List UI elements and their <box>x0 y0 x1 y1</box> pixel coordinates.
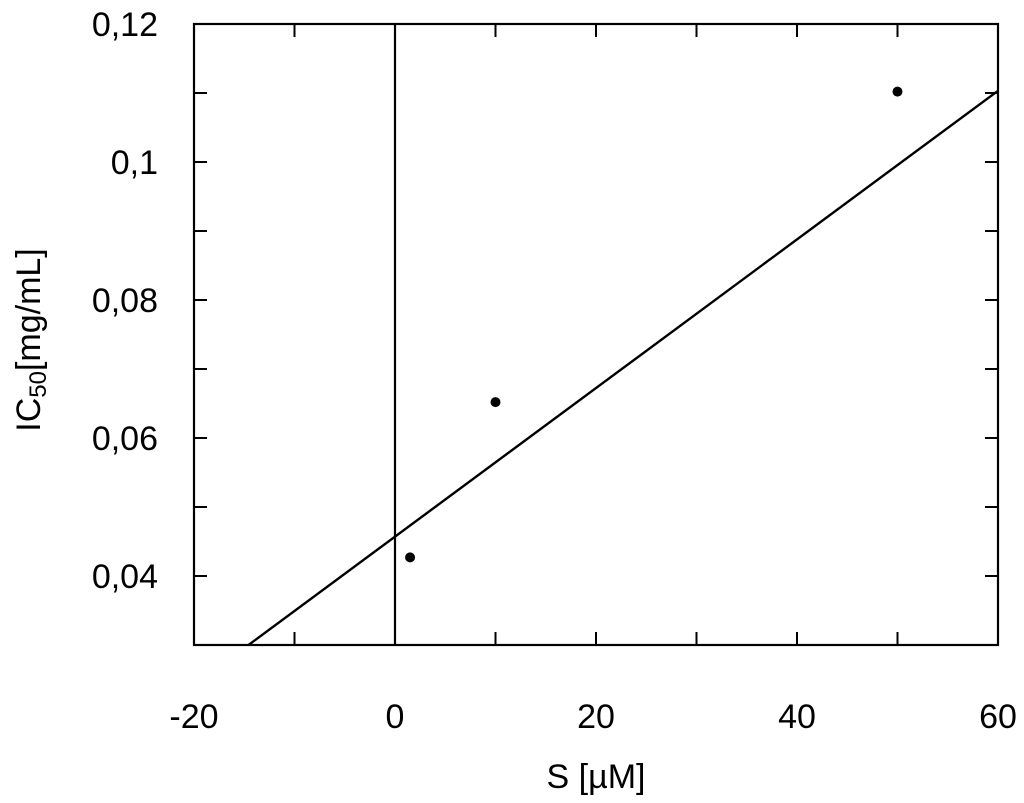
x-tick-labels: -20 0 20 40 60 <box>169 698 1016 736</box>
x-tick-label: 40 <box>778 698 816 736</box>
y-axis-title-subscript: 50 <box>25 371 52 398</box>
fit-line <box>247 89 999 646</box>
y-tick-label: 0,04 <box>92 558 158 596</box>
data-point <box>405 552 416 563</box>
fit-line-group <box>247 89 999 646</box>
ticks <box>193 23 999 645</box>
y-axis-title-unit: [mg/mL] <box>10 248 48 371</box>
data-point <box>490 397 501 408</box>
x-tick-label: 60 <box>979 698 1017 736</box>
data-point <box>892 86 903 97</box>
x-tick-label: 20 <box>577 698 615 736</box>
x-axis-title: S [µM] <box>547 758 646 796</box>
y-tick-label: 0,08 <box>92 282 158 320</box>
plot-area-frame <box>192 22 1000 647</box>
y-tick-label: 0,06 <box>92 420 158 458</box>
y-tick-label: 0,1 <box>111 144 158 182</box>
y-axis-title: IC50[mg/mL] <box>10 248 52 432</box>
x-tick-label: -20 <box>169 698 218 736</box>
y-tick-label: 0,12 <box>92 6 158 44</box>
y-tick-labels: 0,04 0,06 0,08 0,1 0,12 <box>92 6 158 596</box>
x-tick-label: 0 <box>386 698 405 736</box>
data-points <box>405 86 903 563</box>
y-axis-title-prefix: IC <box>10 398 48 432</box>
